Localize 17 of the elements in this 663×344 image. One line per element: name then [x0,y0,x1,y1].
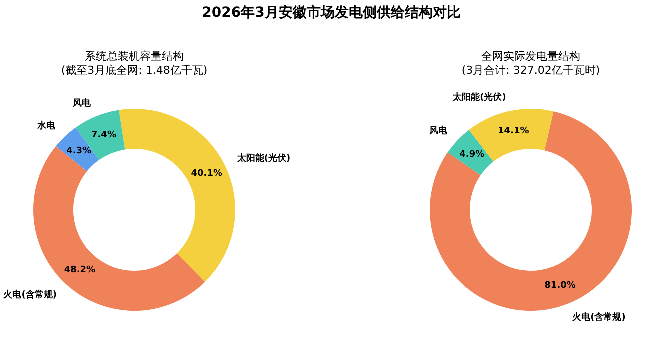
slice-label: 火电(含常规) [572,312,626,323]
slice-label: 风电 [72,98,92,109]
slice-label: 太阳能(光伏) [452,92,506,104]
data-label: 4.3% [66,146,92,156]
data-label: 40.1% [191,169,223,180]
data-label: 48.2% [64,265,96,276]
data-label: 4.9% [460,150,485,160]
data-label: 14.1% [498,126,530,136]
text: 2026年3月安徽市场发电侧供给结构对比 [202,4,461,21]
data-label: 7.4% [92,130,116,140]
slice-label: 水电 [36,120,57,132]
slice-label: 太阳能(光伏) [236,152,291,164]
chart-subtitle: 全网实际发电量结构 (3月合计: 327.02亿千瓦时) [462,50,600,78]
chart-subtitle: 系统总装机容量结构 (截至3月底全网: 1.48亿千瓦) [61,50,208,78]
data-label: 81.0% [544,280,576,291]
slice-label: 风电 [428,125,448,136]
slice-label: 火电(含常规) [4,290,57,301]
